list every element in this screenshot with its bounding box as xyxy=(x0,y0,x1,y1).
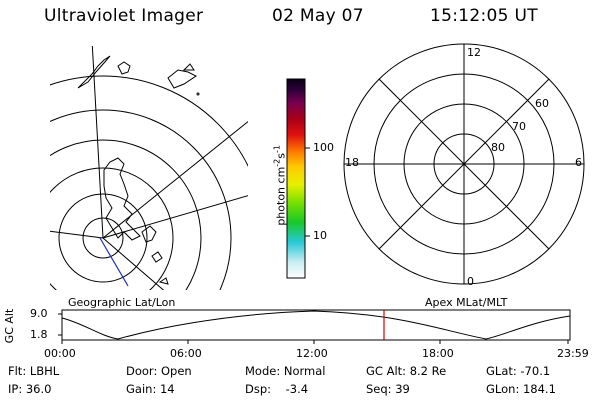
coastline xyxy=(151,251,163,263)
mlt-label-6: 6 xyxy=(575,156,582,169)
coastline xyxy=(167,69,197,89)
timeline-xtick-label: 00:00 xyxy=(44,347,76,360)
geo-lat-circle xyxy=(50,167,174,290)
geo-meridian xyxy=(50,230,104,239)
gain-info: Gain: 14 xyxy=(126,382,175,396)
gc-alt-info: GC Alt: 8.2 Re xyxy=(366,364,447,378)
timeline-xtick-label: 12:00 xyxy=(296,347,328,360)
glat-info: GLat: -70.1 xyxy=(486,364,551,378)
timeline-xtick-label: 23:59 xyxy=(557,347,589,360)
ip-info: IP: 36.0 xyxy=(8,382,52,396)
timeline-ytick-label: 1.8 xyxy=(30,328,48,341)
coastline xyxy=(77,55,111,89)
geo-lat-circle xyxy=(50,139,202,290)
colorbar-tick-label: 10 xyxy=(313,229,327,242)
geo-meridian xyxy=(102,195,248,239)
timeline-ytick-label: 9.0 xyxy=(30,307,48,320)
colorbar-label-exp1: -2 xyxy=(272,158,282,167)
mlt-label-18: 18 xyxy=(345,156,359,169)
instrument-title: Ultraviolet Imager xyxy=(44,6,204,26)
colorbar-label: photon cm-2s-1 xyxy=(273,135,288,235)
colorbar-label-exp2: -1 xyxy=(272,145,282,153)
geo-lat-circle xyxy=(58,193,148,283)
altitude-curve xyxy=(61,310,571,340)
apex-label: Apex MLat/MLT xyxy=(425,296,508,309)
mlt-label-12: 12 xyxy=(467,46,481,59)
satellite-track xyxy=(99,237,129,287)
coastline xyxy=(117,61,131,75)
coastline xyxy=(158,277,169,285)
coastline xyxy=(141,225,157,243)
geographic-map xyxy=(50,46,248,290)
mlt-label-0: 0 xyxy=(467,275,474,288)
coastline xyxy=(182,63,195,71)
geo-meridian xyxy=(102,237,165,290)
colorbar-tick-label: 100 xyxy=(313,141,334,154)
colorbar-scale xyxy=(286,78,306,279)
mlt-meridian xyxy=(378,78,550,250)
geo-meridian xyxy=(102,120,248,239)
timeline-xtick-label: 06:00 xyxy=(170,347,202,360)
seq-info: Seq: 39 xyxy=(366,382,410,396)
timeline-plot xyxy=(58,309,571,344)
time-label: 15:12:05 UT xyxy=(430,6,538,26)
mode-info: Mode: Normal xyxy=(245,364,326,378)
apex-polar-plot xyxy=(343,43,585,285)
timeline-xtick-label: 18:00 xyxy=(422,347,454,360)
colorbar xyxy=(286,78,310,279)
coastline xyxy=(196,92,200,96)
geographic-label: Geographic Lat/Lon xyxy=(68,296,176,309)
mlat-label-70: 70 xyxy=(512,120,526,133)
timeline-frame xyxy=(61,309,571,341)
date-label: 02 May 07 xyxy=(272,6,364,26)
geo-lat-circle xyxy=(82,217,124,259)
coastline xyxy=(103,157,141,241)
mlat-label-60: 60 xyxy=(535,97,549,110)
dsp-info: Dsp: -3.4 xyxy=(245,382,309,396)
colorbar-label-unit: s xyxy=(274,152,288,159)
geo-meridian xyxy=(91,46,104,239)
glon-info: GLon: 184.1 xyxy=(486,382,556,396)
timeline-ylabel: GC Alt xyxy=(3,308,16,344)
mlat-label-80: 80 xyxy=(491,141,505,154)
door-info: Door: Open xyxy=(126,364,192,378)
geo-lat-circle xyxy=(50,75,248,167)
filter-info: Flt: LBHL xyxy=(8,364,60,378)
colorbar-label-text: photon cm xyxy=(274,166,288,226)
geo-lat-circle xyxy=(50,109,232,290)
